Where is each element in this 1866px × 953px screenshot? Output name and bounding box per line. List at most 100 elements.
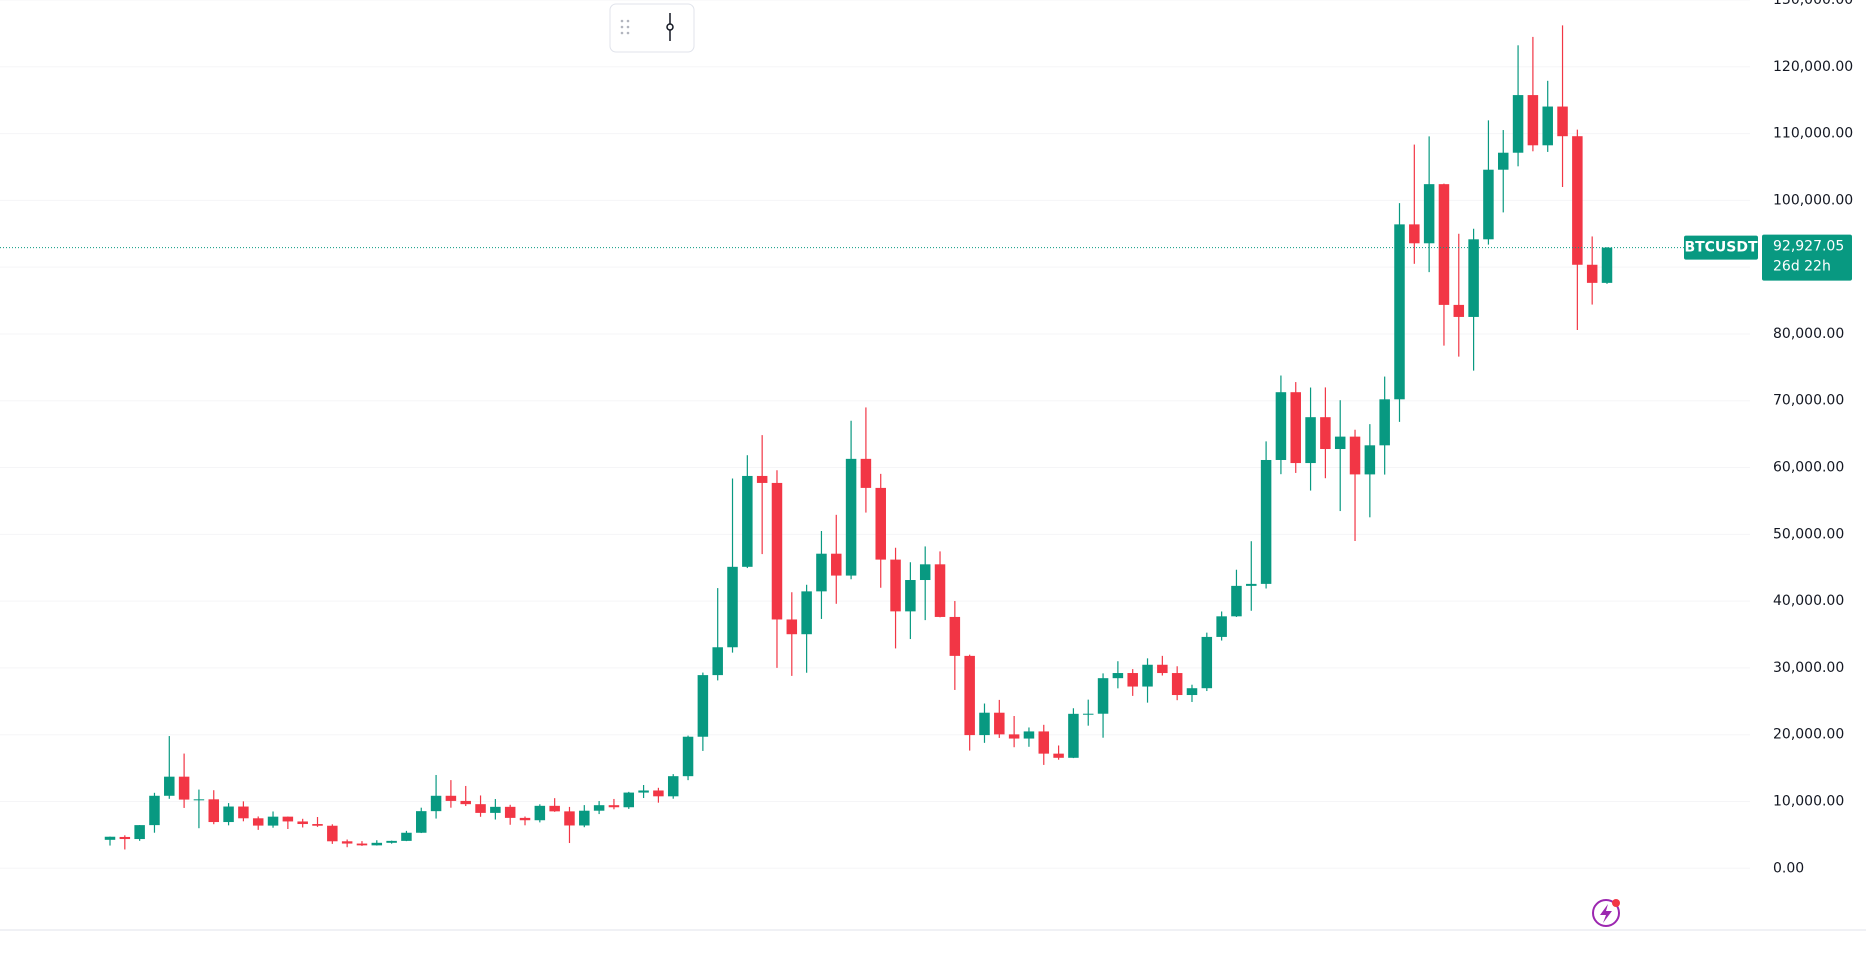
candle-body	[1142, 664, 1153, 687]
candle-body	[1364, 445, 1376, 475]
candle-body	[430, 795, 442, 812]
candle-body	[1068, 713, 1079, 758]
candle-body	[682, 736, 694, 777]
candle-body	[1334, 436, 1346, 450]
candle-body	[1379, 399, 1390, 446]
candle-body	[1186, 688, 1198, 696]
candle-body	[1601, 247, 1613, 283]
candle-body	[860, 458, 872, 488]
candle-body	[1542, 106, 1553, 146]
candle-body	[208, 799, 220, 823]
candle-tool-icon[interactable]	[666, 13, 674, 41]
candle-body	[371, 842, 383, 846]
candle-body	[919, 564, 931, 581]
candle-body	[178, 776, 190, 800]
candle-body	[1572, 136, 1583, 265]
candle-body	[1497, 152, 1509, 170]
candle-body	[1216, 616, 1227, 637]
candle-body	[1246, 583, 1257, 586]
y-tick-label: 60,000.00	[1773, 460, 1844, 476]
candle-body	[697, 675, 709, 737]
drawing-toolbar[interactable]	[609, 3, 695, 53]
candle-body	[1394, 224, 1405, 400]
candle-body	[742, 475, 753, 567]
candle-body	[401, 832, 412, 841]
candle-body	[1023, 731, 1035, 739]
y-tick-label: 40,000.00	[1773, 593, 1844, 609]
candle-body	[327, 825, 338, 842]
price-label: 92,927.05	[1773, 239, 1844, 255]
y-tick-label: 30,000.00	[1773, 660, 1844, 676]
candle-body	[1127, 673, 1138, 687]
candle-body	[341, 841, 353, 844]
candle-body	[460, 800, 471, 805]
candle-body	[282, 816, 294, 822]
candle-body	[1260, 459, 1272, 584]
candles	[0, 25, 1750, 850]
candle-body	[1008, 734, 1020, 739]
candle-body	[416, 811, 427, 833]
candle-body	[564, 811, 575, 826]
candle-body	[297, 821, 308, 825]
candle-body	[238, 806, 249, 819]
candle-body	[949, 616, 961, 656]
candle-body	[1557, 106, 1568, 137]
candle-body	[1038, 731, 1050, 754]
candle-body	[475, 804, 486, 813]
alert-icon[interactable]	[1592, 899, 1620, 927]
price-label-box	[1762, 234, 1852, 281]
candle-body	[1423, 184, 1435, 244]
candle-body	[1097, 678, 1109, 714]
price-axis: 0.00 10,000.00 20,000.00 30,000.00 40,000.00…	[1684, 0, 1853, 876]
candle-body	[1512, 95, 1524, 153]
candle-body	[727, 566, 738, 648]
candle-body	[653, 790, 664, 797]
candle-body	[164, 776, 175, 796]
toolbar-panel	[609, 3, 695, 53]
candle-body	[979, 712, 990, 736]
candle-body	[579, 810, 590, 826]
candle-body	[934, 564, 946, 617]
candle-body	[845, 458, 857, 576]
candle-body	[445, 795, 457, 801]
candle-body	[593, 805, 605, 811]
candle-body	[1409, 224, 1420, 244]
symbol-label-box	[1684, 235, 1758, 260]
candle-body	[134, 825, 145, 840]
candle-body	[1586, 264, 1598, 283]
y-tick-label: 120,000.00	[1773, 59, 1853, 75]
candle-body	[1082, 713, 1094, 715]
candle-body	[875, 487, 886, 560]
candle-body	[149, 795, 160, 826]
candle-body	[193, 799, 205, 801]
candle-body	[786, 619, 798, 635]
candle-body	[1349, 436, 1361, 475]
candle-body	[756, 475, 768, 483]
candle-body	[1483, 169, 1494, 240]
candle-body	[831, 553, 842, 576]
candle-body	[638, 790, 649, 793]
drag-handle[interactable]	[620, 19, 630, 35]
candle-body	[816, 553, 827, 592]
candle-body	[1320, 417, 1331, 450]
candle-body	[1290, 392, 1301, 464]
y-tick-label: 10,000.00	[1773, 793, 1844, 809]
y-tick-label: 130,000.00	[1773, 0, 1853, 8]
candle-body	[1275, 392, 1287, 460]
candle-body	[386, 840, 397, 843]
countdown-label: 26d 22h	[1773, 259, 1831, 275]
candle-body	[712, 647, 723, 676]
candle-body	[1201, 636, 1213, 689]
y-tick-label: 70,000.00	[1773, 393, 1844, 409]
candle-body	[519, 817, 531, 821]
candle-body	[267, 816, 279, 826]
candle-body	[1231, 585, 1242, 617]
candle-body	[890, 559, 901, 612]
candle-body	[1453, 304, 1465, 317]
candle-body	[905, 580, 916, 612]
candle-body	[1157, 664, 1168, 674]
candle-body	[771, 482, 783, 620]
symbol-label: BTCUSDT	[1684, 240, 1758, 256]
